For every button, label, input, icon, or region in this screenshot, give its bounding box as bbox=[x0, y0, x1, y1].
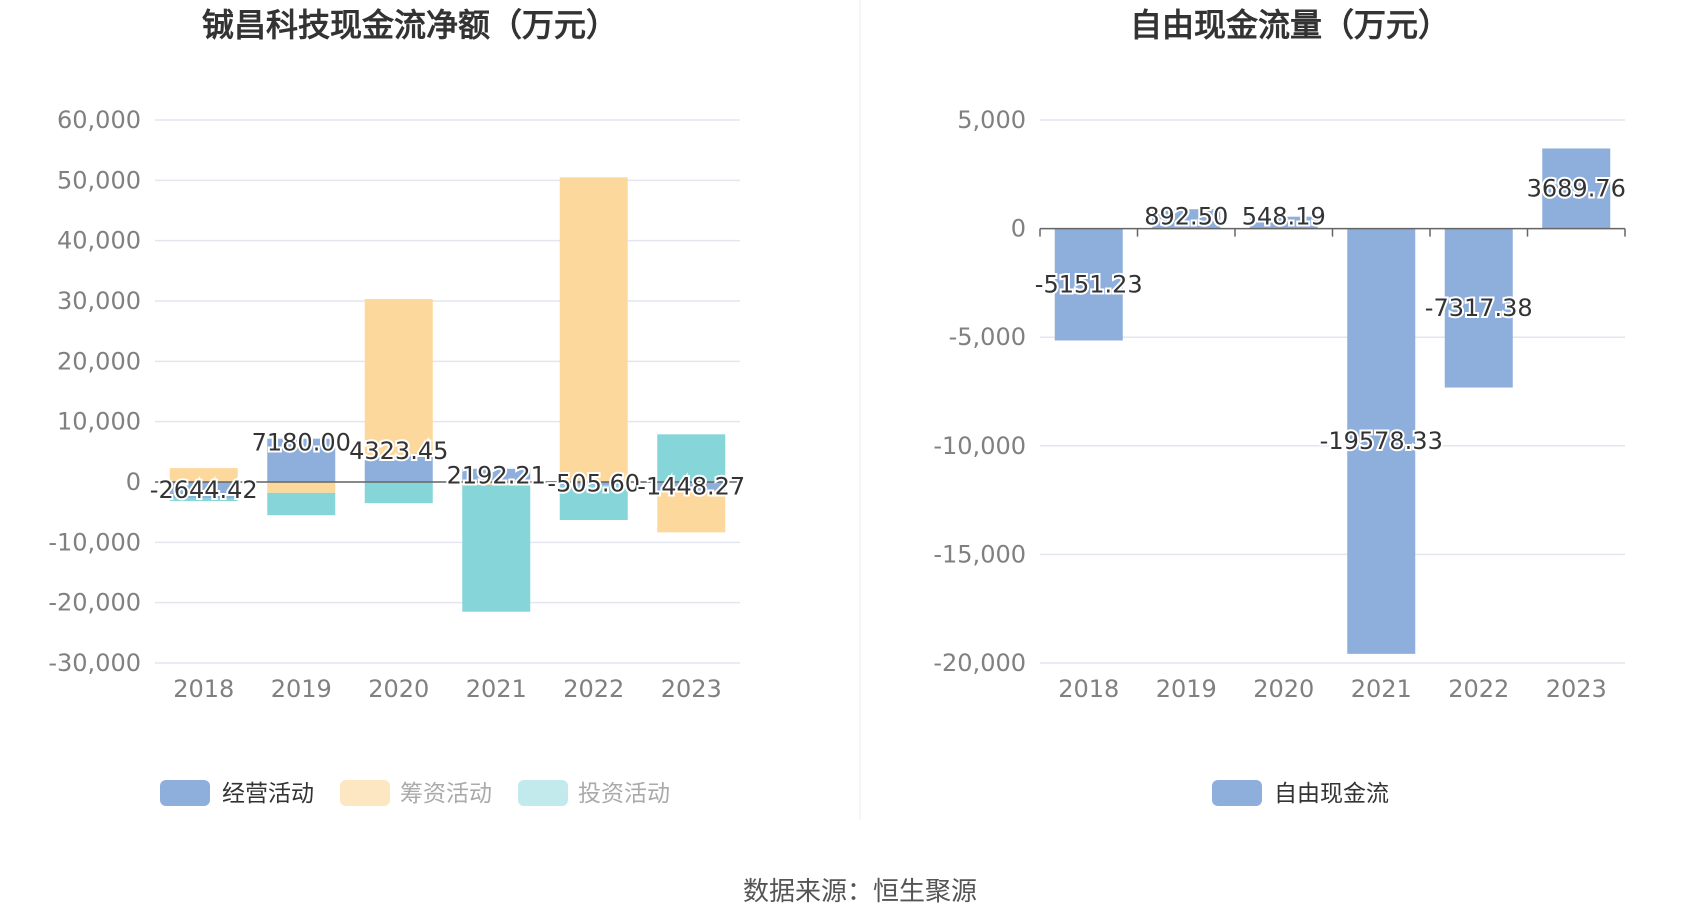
bar bbox=[1054, 228, 1123, 341]
bar bbox=[364, 482, 433, 504]
source-note: 数据来源：恒生聚源 bbox=[743, 877, 977, 907]
left-chart-title: 铖昌科技现金流净额（万元） bbox=[202, 6, 618, 44]
data-label: 4323.45 bbox=[349, 437, 448, 465]
y-tick-label: -10,000 bbox=[48, 528, 141, 556]
legend-swatch-operating[interactable] bbox=[160, 780, 210, 806]
x-tick-label: 2023 bbox=[1546, 675, 1607, 703]
bar bbox=[1444, 228, 1513, 388]
y-tick-label: -20,000 bbox=[933, 649, 1026, 677]
bar bbox=[169, 482, 238, 498]
bar bbox=[559, 482, 628, 486]
bar bbox=[657, 490, 726, 533]
bar bbox=[267, 492, 336, 516]
x-tick-label: 2021 bbox=[466, 675, 527, 703]
y-tick-label: 5,000 bbox=[957, 106, 1026, 134]
bar bbox=[169, 497, 238, 501]
bar bbox=[657, 434, 726, 482]
y-tick-label: 50,000 bbox=[57, 166, 141, 194]
data-label: -19578.33 bbox=[1320, 427, 1443, 455]
y-tick-label: 20,000 bbox=[57, 347, 141, 375]
data-label: 7180.00 bbox=[252, 428, 351, 456]
bar bbox=[1347, 228, 1416, 654]
x-tick-label: 2019 bbox=[271, 675, 332, 703]
x-tick-label: 2019 bbox=[1156, 675, 1217, 703]
data-label: 3689.76 bbox=[1527, 175, 1626, 203]
legend-swatch-financing[interactable] bbox=[340, 780, 390, 806]
y-tick-label: -15,000 bbox=[933, 540, 1026, 568]
y-tick-label: 30,000 bbox=[57, 287, 141, 315]
y-tick-label: 0 bbox=[126, 468, 141, 496]
legend-label-financing[interactable]: 筹资活动 bbox=[400, 781, 492, 807]
x-tick-label: 2023 bbox=[661, 675, 722, 703]
bar bbox=[559, 485, 628, 521]
data-label: 892.50 bbox=[1144, 203, 1228, 231]
x-tick-label: 2021 bbox=[1351, 675, 1412, 703]
x-tick-label: 2022 bbox=[1448, 675, 1509, 703]
y-tick-label: -20,000 bbox=[48, 589, 141, 617]
x-tick-label: 2018 bbox=[1058, 675, 1119, 703]
bar bbox=[1152, 209, 1221, 229]
bar bbox=[1542, 148, 1611, 229]
data-label: -7317.38 bbox=[1425, 294, 1533, 322]
bar bbox=[462, 485, 531, 612]
cash-flow-net-chart: 60,000 50,000 40,000 30,000 20,000 10,000 0 -10… bbox=[48, 106, 747, 703]
x-tick-label: 2020 bbox=[1253, 675, 1314, 703]
y-tick-label: -10,000 bbox=[933, 432, 1026, 460]
legend-label-investing[interactable]: 投资活动 bbox=[578, 781, 670, 807]
legend-label-fcf[interactable]: 自由现金流 bbox=[1274, 781, 1389, 807]
right-chart-title: 自由现金流量（万元） bbox=[1130, 6, 1450, 44]
bar bbox=[462, 482, 531, 486]
bar bbox=[364, 299, 433, 456]
data-label: -5151.23 bbox=[1035, 271, 1143, 299]
x-tick-label: 2020 bbox=[368, 675, 429, 703]
free-cash-flow-chart: 5,000 0 -5,000 -10,000 -15,000 -20,000 2018 201… bbox=[933, 106, 1628, 703]
y-tick-label: -5,000 bbox=[949, 323, 1026, 351]
bar bbox=[657, 482, 726, 491]
data-label: -2644.42 bbox=[150, 476, 258, 504]
bar bbox=[1249, 216, 1318, 229]
y-tick-label: 40,000 bbox=[57, 227, 141, 255]
legend-swatch-fcf[interactable] bbox=[1212, 780, 1262, 806]
left-legend: 经营活动 筹资活动 投资活动 bbox=[160, 780, 670, 807]
data-label: -505.60 bbox=[547, 470, 640, 498]
y-tick-label: 0 bbox=[1011, 215, 1026, 243]
bar bbox=[462, 468, 531, 482]
bar bbox=[364, 455, 433, 482]
x-tick-label: 2022 bbox=[563, 675, 624, 703]
data-label: 2192.21 bbox=[447, 461, 546, 489]
bar bbox=[559, 177, 628, 483]
x-tick-label: 2018 bbox=[173, 675, 234, 703]
data-label: -1448.27 bbox=[637, 472, 745, 500]
bar bbox=[267, 438, 336, 482]
y-tick-label: 60,000 bbox=[57, 106, 141, 134]
y-tick-label: -30,000 bbox=[48, 649, 141, 677]
bar bbox=[169, 468, 238, 482]
right-legend: 自由现金流 bbox=[1212, 780, 1389, 807]
y-tick-label: 10,000 bbox=[57, 408, 141, 436]
data-label: 548.19 bbox=[1242, 203, 1326, 231]
bar bbox=[267, 482, 336, 493]
legend-swatch-investing[interactable] bbox=[518, 780, 568, 806]
legend-label-operating[interactable]: 经营活动 bbox=[222, 781, 314, 807]
